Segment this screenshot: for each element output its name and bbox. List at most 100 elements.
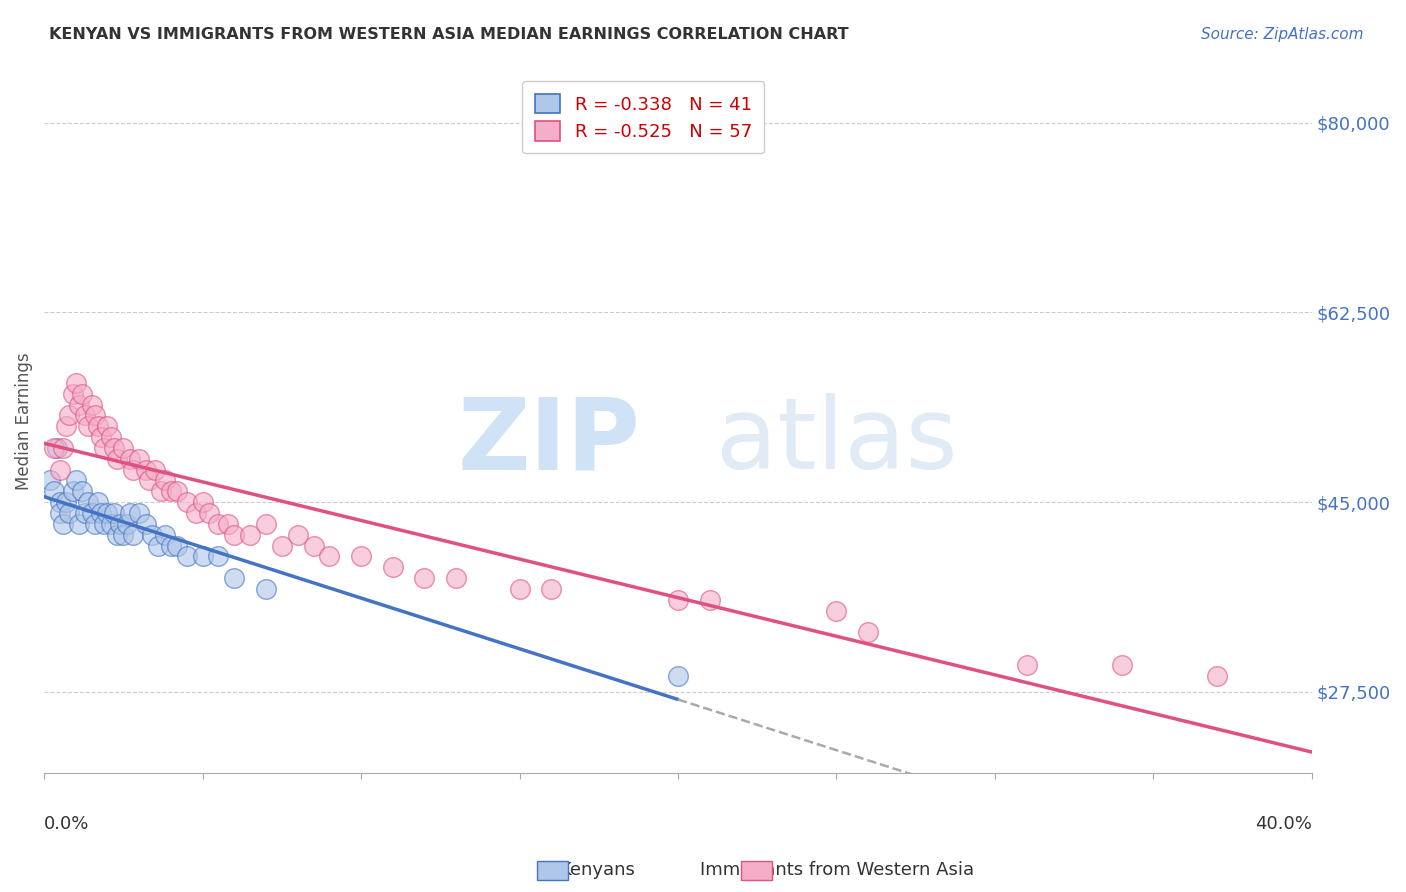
Point — [96, 419, 118, 434]
Point — [105, 451, 128, 466]
Point — [83, 516, 105, 531]
Point — [254, 516, 277, 531]
Point — [287, 527, 309, 541]
Point — [90, 430, 112, 444]
Point — [49, 495, 72, 509]
Point — [270, 539, 292, 553]
Point — [699, 592, 721, 607]
Point — [176, 549, 198, 564]
Point — [138, 474, 160, 488]
Point — [121, 527, 143, 541]
Point — [1015, 657, 1038, 672]
Point — [62, 386, 84, 401]
Point — [100, 516, 122, 531]
Point — [62, 484, 84, 499]
Point — [115, 516, 138, 531]
Point — [118, 451, 141, 466]
Point — [45, 441, 67, 455]
Point — [65, 376, 87, 390]
Point — [75, 506, 97, 520]
Point — [825, 603, 848, 617]
Point — [67, 516, 90, 531]
Point — [42, 441, 65, 455]
Point — [80, 506, 103, 520]
Point — [176, 495, 198, 509]
Point — [143, 463, 166, 477]
Point — [135, 463, 157, 477]
Point — [77, 495, 100, 509]
Point — [103, 441, 125, 455]
Text: Immigrants from Western Asia: Immigrants from Western Asia — [700, 861, 973, 879]
Point — [93, 516, 115, 531]
Point — [239, 527, 262, 541]
Point — [318, 549, 340, 564]
Point — [128, 506, 150, 520]
Point — [540, 582, 562, 596]
Point — [413, 571, 436, 585]
Point — [191, 549, 214, 564]
Point — [112, 441, 135, 455]
Point — [350, 549, 373, 564]
Point — [1205, 668, 1227, 682]
Point — [58, 409, 80, 423]
Point — [58, 506, 80, 520]
Point — [148, 539, 170, 553]
Point — [166, 484, 188, 499]
Text: 40.0%: 40.0% — [1256, 815, 1312, 833]
Point — [96, 506, 118, 520]
Y-axis label: Median Earnings: Median Earnings — [15, 352, 32, 490]
Point — [55, 495, 77, 509]
Point — [1111, 657, 1133, 672]
Point — [444, 571, 467, 585]
Text: Kenyans: Kenyans — [560, 861, 636, 879]
Point — [70, 484, 93, 499]
Point — [70, 386, 93, 401]
Point — [302, 539, 325, 553]
Point — [55, 419, 77, 434]
Text: KENYAN VS IMMIGRANTS FROM WESTERN ASIA MEDIAN EARNINGS CORRELATION CHART: KENYAN VS IMMIGRANTS FROM WESTERN ASIA M… — [49, 27, 849, 42]
Point — [153, 474, 176, 488]
Point — [83, 409, 105, 423]
Point — [77, 419, 100, 434]
Point — [141, 527, 163, 541]
Point — [121, 463, 143, 477]
Point — [75, 409, 97, 423]
Point — [666, 668, 689, 682]
Point — [135, 516, 157, 531]
Text: Source: ZipAtlas.com: Source: ZipAtlas.com — [1201, 27, 1364, 42]
Point — [108, 516, 131, 531]
Point — [254, 582, 277, 596]
Point — [128, 451, 150, 466]
Point — [509, 582, 531, 596]
Legend: R = -0.338   N = 41, R = -0.525   N = 57: R = -0.338 N = 41, R = -0.525 N = 57 — [522, 81, 765, 153]
Text: ZIP: ZIP — [457, 393, 640, 491]
Point — [100, 430, 122, 444]
Point — [52, 516, 75, 531]
Point — [42, 484, 65, 499]
Point — [666, 592, 689, 607]
Point — [67, 398, 90, 412]
Point — [191, 495, 214, 509]
Point — [224, 527, 246, 541]
Point — [381, 560, 404, 574]
Point — [90, 506, 112, 520]
Point — [217, 516, 239, 531]
Point — [118, 506, 141, 520]
Text: 0.0%: 0.0% — [44, 815, 90, 833]
Point — [150, 484, 173, 499]
Point — [153, 527, 176, 541]
Point — [160, 539, 183, 553]
Point — [87, 495, 110, 509]
Point — [49, 506, 72, 520]
Point — [103, 506, 125, 520]
Text: atlas: atlas — [716, 393, 957, 491]
Point — [207, 516, 229, 531]
Point — [198, 506, 221, 520]
Point — [112, 527, 135, 541]
Point — [160, 484, 183, 499]
Point — [65, 474, 87, 488]
Point — [39, 474, 62, 488]
Point — [166, 539, 188, 553]
Point — [80, 398, 103, 412]
Point — [93, 441, 115, 455]
